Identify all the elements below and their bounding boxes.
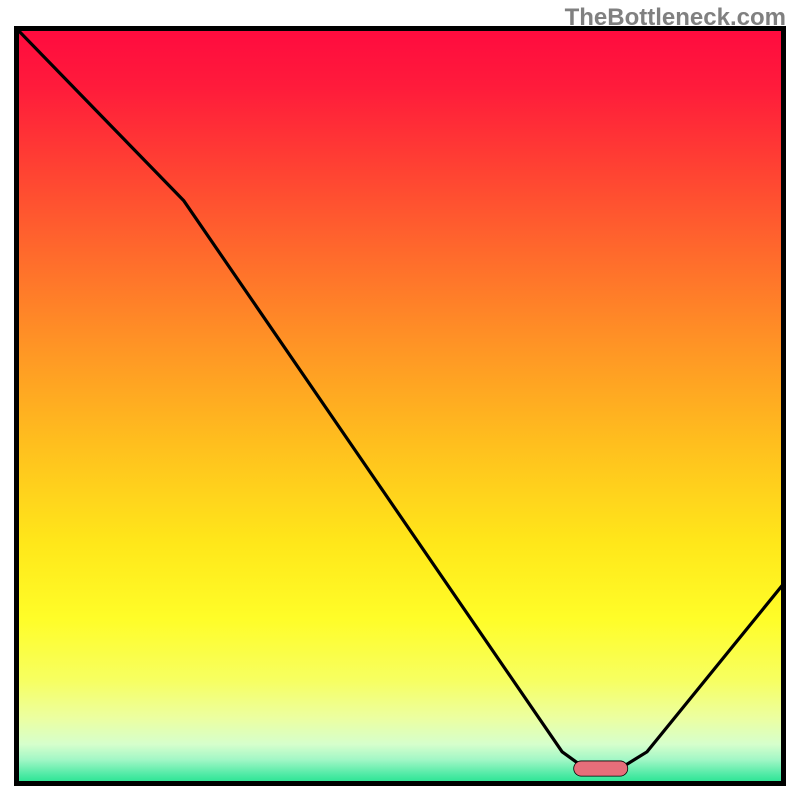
optimal-marker	[574, 761, 628, 776]
watermark-text: TheBottleneck.com	[565, 4, 786, 32]
chart-svg	[14, 26, 786, 786]
bottleneck-chart	[14, 26, 786, 786]
